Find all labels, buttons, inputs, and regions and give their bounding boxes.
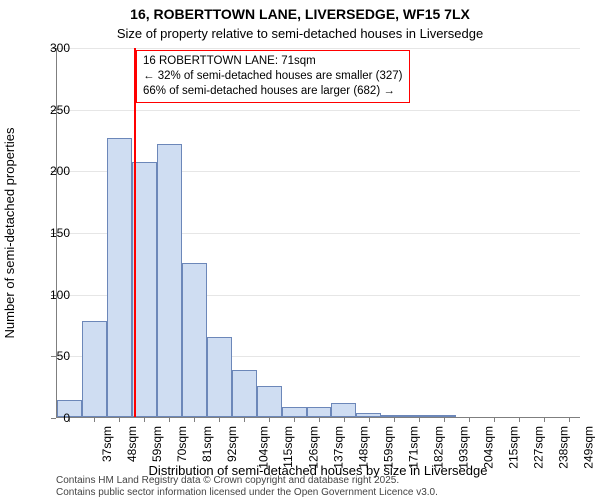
xtick-label: 238sqm bbox=[556, 426, 570, 469]
xtick-mark bbox=[119, 417, 120, 422]
histogram-bar bbox=[282, 407, 307, 417]
xtick-mark bbox=[269, 417, 270, 422]
annotation-box: 16 ROBERTTOWN LANE: 71sqm← 32% of semi-d… bbox=[136, 50, 410, 103]
histogram-bar bbox=[307, 407, 332, 417]
annotation-line: ← 32% of semi-detached houses are smalle… bbox=[143, 69, 403, 84]
annotation-line: 16 ROBERTTOWN LANE: 71sqm bbox=[143, 54, 403, 69]
plot-area bbox=[56, 48, 580, 418]
histogram-bar bbox=[257, 386, 282, 417]
reference-line bbox=[134, 48, 136, 417]
xtick-label: 81sqm bbox=[200, 426, 214, 462]
attribution-line2: Contains public sector information licen… bbox=[56, 487, 438, 499]
xtick-mark bbox=[169, 417, 170, 422]
histogram-bar bbox=[182, 263, 207, 417]
xtick-label: 249sqm bbox=[581, 426, 595, 469]
y-axis-label: Number of semi-detached properties bbox=[2, 128, 17, 339]
ytick-label: 300 bbox=[50, 41, 70, 55]
xtick-mark bbox=[194, 417, 195, 422]
xtick-label: 104sqm bbox=[257, 426, 271, 469]
xtick-mark bbox=[519, 417, 520, 422]
xtick-mark bbox=[469, 417, 470, 422]
xtick-mark bbox=[394, 417, 395, 422]
xtick-label: 92sqm bbox=[225, 426, 239, 462]
xtick-label: 171sqm bbox=[407, 426, 421, 469]
histogram-bar bbox=[232, 370, 257, 417]
xtick-mark bbox=[319, 417, 320, 422]
chart-title-sub: Size of property relative to semi-detach… bbox=[0, 26, 600, 41]
xtick-mark bbox=[444, 417, 445, 422]
attribution-text: Contains HM Land Registry data © Crown c… bbox=[56, 475, 438, 498]
xtick-label: 115sqm bbox=[281, 426, 295, 468]
ytick-label: 0 bbox=[63, 411, 70, 425]
ytick-mark bbox=[51, 418, 56, 419]
xtick-mark bbox=[144, 417, 145, 422]
xtick-mark bbox=[294, 417, 295, 422]
xtick-label: 126sqm bbox=[307, 426, 321, 469]
xtick-label: 193sqm bbox=[457, 426, 471, 469]
xtick-mark bbox=[569, 417, 570, 422]
histogram-bar bbox=[207, 337, 232, 417]
xtick-label: 215sqm bbox=[506, 426, 520, 469]
xtick-label: 37sqm bbox=[101, 426, 115, 462]
xtick-label: 59sqm bbox=[150, 426, 164, 462]
xtick-mark bbox=[494, 417, 495, 422]
xtick-mark bbox=[419, 417, 420, 422]
xtick-label: 70sqm bbox=[175, 426, 189, 462]
xtick-mark bbox=[219, 417, 220, 422]
histogram-bar bbox=[331, 403, 356, 417]
xtick-mark bbox=[369, 417, 370, 422]
chart-container: 16, ROBERTTOWN LANE, LIVERSEDGE, WF15 7L… bbox=[0, 0, 600, 500]
xtick-label: 148sqm bbox=[357, 426, 371, 469]
xtick-label: 204sqm bbox=[481, 426, 495, 469]
histogram-bar bbox=[107, 138, 132, 417]
xtick-mark bbox=[544, 417, 545, 422]
ytick-label: 250 bbox=[50, 103, 70, 117]
xtick-mark bbox=[94, 417, 95, 422]
histogram-bar bbox=[82, 321, 107, 417]
ytick-label: 200 bbox=[50, 164, 70, 178]
xtick-label: 159sqm bbox=[382, 426, 396, 469]
histogram-bar bbox=[157, 144, 182, 417]
chart-title-main: 16, ROBERTTOWN LANE, LIVERSEDGE, WF15 7L… bbox=[0, 6, 600, 22]
annotation-line: 66% of semi-detached houses are larger (… bbox=[143, 84, 403, 99]
xtick-mark bbox=[244, 417, 245, 422]
ytick-label: 150 bbox=[50, 226, 70, 240]
xtick-mark bbox=[344, 417, 345, 422]
ytick-mark bbox=[51, 356, 56, 357]
ytick-label: 50 bbox=[57, 349, 70, 363]
xtick-label: 182sqm bbox=[432, 426, 446, 469]
xtick-label: 48sqm bbox=[125, 426, 139, 462]
attribution-line1: Contains HM Land Registry data © Crown c… bbox=[56, 475, 438, 487]
ytick-label: 100 bbox=[50, 288, 70, 302]
xtick-label: 227sqm bbox=[531, 426, 545, 469]
xtick-label: 137sqm bbox=[332, 426, 346, 469]
